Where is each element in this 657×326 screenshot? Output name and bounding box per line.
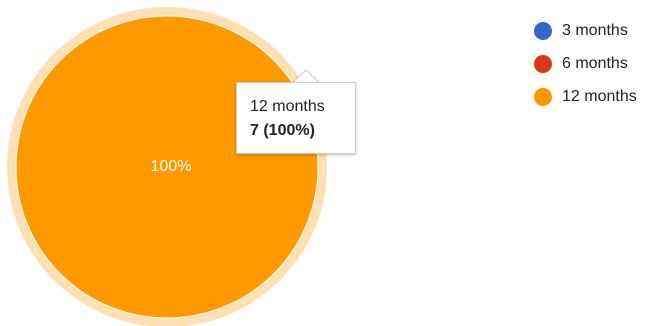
legend-item-3-months[interactable]: 3 months: [534, 14, 637, 47]
legend-swatch-12-months: [534, 87, 552, 106]
chart-legend: 3 months 6 months 12 months: [534, 14, 637, 113]
slice-label-12-months: 100%: [151, 158, 192, 175]
legend-label-6-months: 6 months: [562, 54, 628, 72]
tooltip-value: 7 (100%): [250, 122, 315, 139]
legend-item-12-months[interactable]: 12 months: [534, 80, 637, 113]
legend-swatch-6-months: [534, 54, 552, 73]
legend-item-6-months[interactable]: 6 months: [534, 47, 637, 80]
tooltip-label: 12 months: [250, 98, 325, 115]
chart-tooltip: 12 months 7 (100%): [236, 82, 356, 154]
legend-label-12-months: 12 months: [562, 87, 637, 105]
legend-swatch-3-months: [534, 21, 552, 40]
legend-label-3-months: 3 months: [562, 21, 628, 39]
